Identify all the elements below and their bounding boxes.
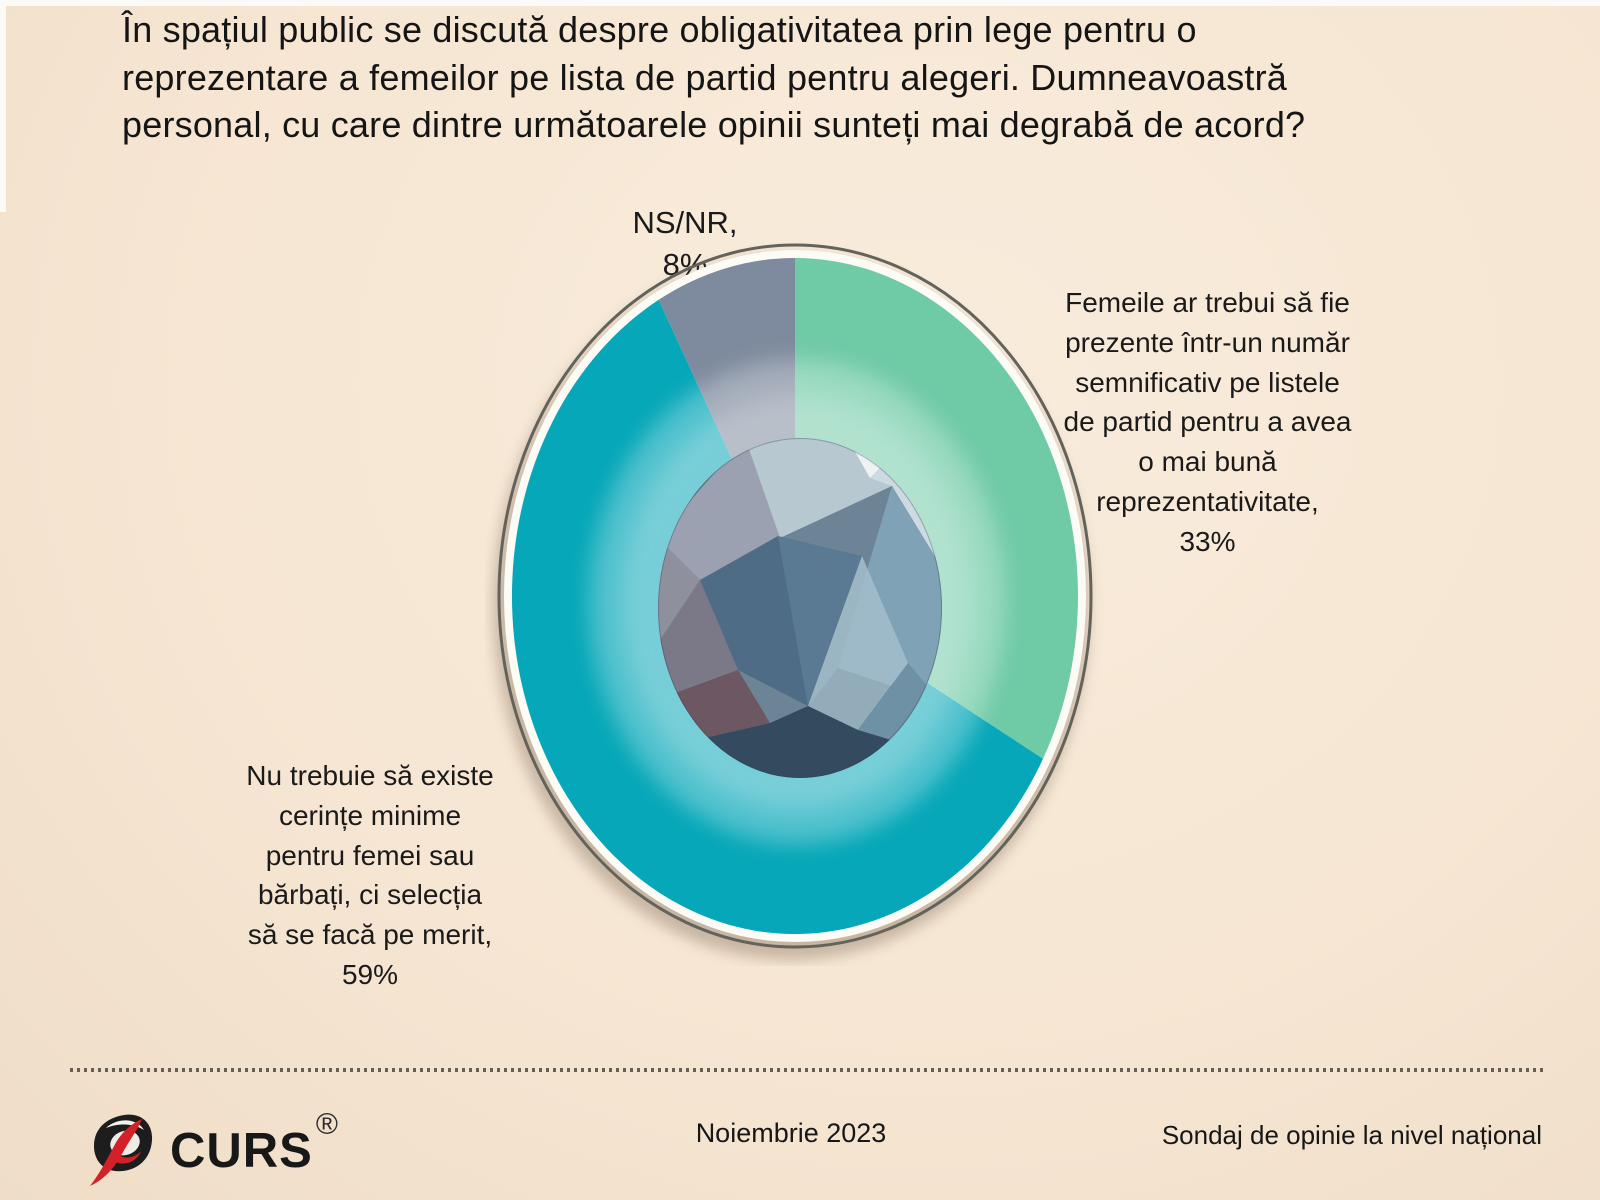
dotted-separator	[70, 1068, 1545, 1072]
platter-ring	[497, 243, 1093, 949]
label-nu-trebuie-59: Nu trebuie să existe cerințe minime pent…	[246, 760, 494, 990]
curs-logo-icon	[90, 1114, 153, 1186]
pie-chart	[493, 243, 1093, 960]
curs-logo: CURS ®	[88, 1108, 338, 1192]
question-title: În spațiul public se discută despre obli…	[122, 9, 1306, 146]
top-edge-strip	[0, 0, 1600, 6]
footer-date: Noiembrie 2023	[695, 1118, 887, 1148]
registered-trademark-icon: ®	[315, 1108, 338, 1141]
pie-chart-area	[485, 226, 1105, 966]
curs-logo-text: CURS	[170, 1124, 313, 1178]
gem-icon	[658, 438, 942, 778]
left-edge-strip	[0, 0, 6, 212]
label-femeile-33: Femeile ar trebui să fie prezente într-u…	[1063, 287, 1352, 557]
footer-note: Sondaj de opinie la nivel național	[1161, 1120, 1542, 1150]
